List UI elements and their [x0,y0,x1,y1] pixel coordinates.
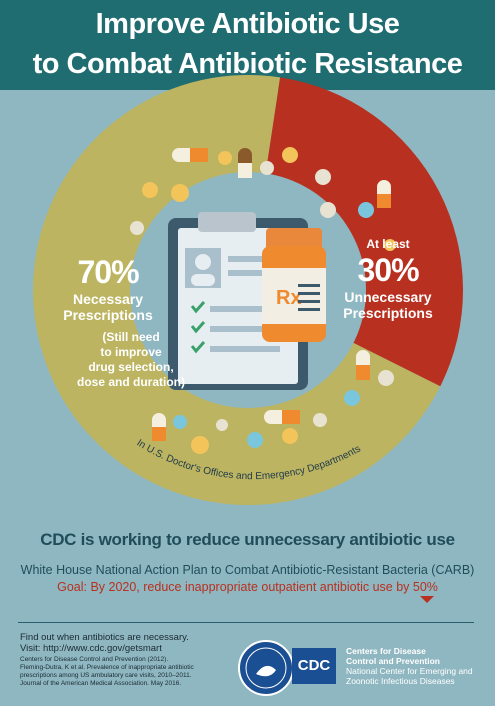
note-line-4: dose and duration) [77,375,185,389]
prescription-donut-chart: Rx In U.S. Doctor's Offices and Emergenc… [32,74,463,505]
find-line-1: Find out when antibiotics are necessary. [20,632,189,643]
necessary-line-2: Prescriptions [63,307,153,323]
unnecessary-line-2: Prescriptions [343,305,433,321]
rx-label: Rx [276,287,302,309]
note-line-2: to improve [100,345,162,359]
unnecessary-percent: 30% [357,252,419,288]
title-line-1: Improve Antibiotic Use [95,8,400,40]
necessary-percent: 70% [77,254,139,290]
unnecessary-label: At least 30% Unnecessary Prescriptions [338,236,438,321]
reference: prescriptions among US ambulatory care v… [20,672,192,679]
getsmart-link[interactable]: Visit: http://www.cdc.gov/getsmart [20,643,162,654]
cdc-logo: CDC [292,648,336,684]
check-icon [190,301,206,314]
agency-line-3: National Center for Emerging and [346,666,473,676]
note-line-3: drug selection, [88,360,174,374]
agency-line-4: Zoonotic Infectious Diseases [346,676,455,686]
hhs-seal-icon [238,640,294,696]
agency-line-1: Centers for Disease [346,646,426,656]
divider [18,622,474,623]
unnecessary-line-1: Unnecessary [344,289,432,305]
goal-text: Goal: By 2020, reduce inappropriate outp… [57,580,438,594]
pill-bottle-illustration: Rx [262,228,326,342]
find-out-block: Find out when antibiotics are necessary.… [20,632,189,654]
reference: Fleming-Dutra, K et al. Prevalence of in… [20,664,194,671]
title-line-2: to Combat Antibiotic Resistance [32,48,463,80]
necessary-line-1: Necessary [72,291,144,307]
down-arrow-icon [420,596,434,603]
cdc-effort-heading: CDC is working to reduce unnecessary ant… [40,530,455,549]
reference: Journal of the American Medical Associat… [20,680,182,687]
title-banner [0,0,495,90]
carb-plan: White House National Action Plan to Comb… [20,563,475,577]
unnecessary-prefix: At least [366,237,410,251]
note-line-1: (Still need [102,330,160,344]
necessary-note: (Still need to improve drug selection, d… [76,330,186,390]
necessary-label: 70% Necessary Prescriptions [58,254,158,323]
references: Centers for Disease Control and Preventi… [20,656,220,688]
agency-line-2: Control and Prevention [346,656,440,666]
check-icon [190,341,206,354]
agency-name: Centers for Disease Control and Preventi… [346,646,473,686]
reference: Centers for Disease Control and Preventi… [20,656,169,663]
pill-decorations [130,147,396,454]
check-icon [190,321,206,334]
